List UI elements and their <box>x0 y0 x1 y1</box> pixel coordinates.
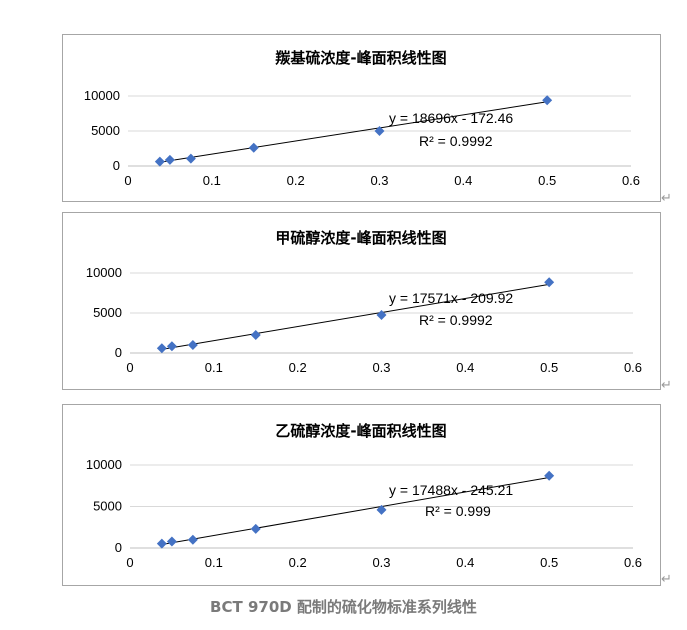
data-point <box>374 126 385 136</box>
x-tick-label: 0.4 <box>456 360 474 375</box>
r-squared-label: R² = 0.9992 <box>419 133 493 149</box>
chart-title: 乙硫醇浓度-峰面积线性图 <box>275 422 446 440</box>
data-point <box>156 538 167 549</box>
y-tick-label: 10000 <box>86 265 122 280</box>
data-point <box>166 536 177 547</box>
data-point <box>185 153 196 164</box>
x-tick-label: 0.2 <box>287 173 305 188</box>
y-tick-label: 5000 <box>91 123 120 138</box>
data-point <box>250 330 261 340</box>
x-tick-label: 0.2 <box>289 360 307 375</box>
paragraph-mark: ↵ <box>661 191 672 206</box>
y-tick-label: 5000 <box>93 499 122 514</box>
data-point <box>376 504 387 515</box>
y-tick-label: 0 <box>115 540 122 555</box>
x-tick-label: 0 <box>124 173 131 188</box>
data-point <box>156 343 167 354</box>
data-point <box>166 341 177 352</box>
x-tick-label: 0 <box>126 360 133 375</box>
plot-area: 0 5000 10000 0 0.1 0.2 0.3 0.4 0.5 0.6 y = 17571x … <box>86 265 642 375</box>
trendline-equation: y = 18696x - 172.46 <box>389 110 513 126</box>
x-tick-label: 0.3 <box>370 173 388 188</box>
chart-panel-2: 甲硫醇浓度-峰面积线性图 0 5000 10000 0 0.1 0.2 0.3 0.4 0.5 0… <box>62 212 661 390</box>
trendline <box>159 101 548 163</box>
r-squared-label: R² = 0.999 <box>425 503 491 519</box>
y-tick-label: 10000 <box>86 457 122 472</box>
x-tick-label: 0 <box>126 555 133 570</box>
x-tick-label: 0.5 <box>538 173 556 188</box>
x-tick-label: 0.6 <box>624 555 642 570</box>
data-point <box>187 340 198 350</box>
data-point <box>544 470 555 481</box>
data-point <box>164 154 175 165</box>
y-tick-label: 0 <box>115 345 122 360</box>
r-squared-label: R² = 0.9992 <box>419 312 493 328</box>
x-tick-label: 0.4 <box>454 173 472 188</box>
data-point <box>544 277 555 288</box>
x-tick-label: 0.1 <box>203 173 221 188</box>
plot-area: 0 5000 10000 0 0.1 0.2 0.3 0.4 0.5 0.6 y = 17488x … <box>86 457 642 570</box>
data-point <box>250 523 261 534</box>
x-tick-label: 0.5 <box>540 555 558 570</box>
trendline-equation: y = 17488x - 245.21 <box>389 482 513 498</box>
x-tick-label: 0.4 <box>456 555 474 570</box>
x-tick-label: 0.2 <box>289 555 307 570</box>
x-tick-label: 0.3 <box>372 360 390 375</box>
data-point <box>542 95 553 106</box>
chart-panel-3: 乙硫醇浓度-峰面积线性图 0 5000 10000 0 0.1 0.2 0.3 0.4 0.5 0… <box>62 404 661 586</box>
y-tick-label: 0 <box>113 158 120 173</box>
figure-caption: BCT 970D 配制的硫化物标准系列线性 <box>210 598 477 616</box>
x-tick-label: 0.6 <box>624 360 642 375</box>
trendline-equation: y = 17571x - 209.92 <box>389 290 513 306</box>
x-tick-label: 0.1 <box>205 360 223 375</box>
x-tick-label: 0.1 <box>205 555 223 570</box>
y-tick-label: 5000 <box>93 305 122 320</box>
chart-panel-1: 羰基硫浓度-峰面积线性图 0 5000 10000 0 0.1 0.2 0.3 0.4 0.5 0… <box>62 34 661 202</box>
x-tick-label: 0.5 <box>540 360 558 375</box>
chart-title: 羰基硫浓度-峰面积线性图 <box>274 49 446 67</box>
trendline <box>161 283 550 350</box>
x-tick-label: 0.3 <box>372 555 390 570</box>
data-point <box>187 534 198 545</box>
plot-area: 0 5000 10000 0 0.1 0.2 0.3 0.4 0.5 0.6 y = 18696x … <box>84 88 640 188</box>
chart-title: 甲硫醇浓度-峰面积线性图 <box>275 229 446 247</box>
paragraph-mark: ↵ <box>661 378 672 393</box>
y-tick-label: 10000 <box>84 88 120 103</box>
data-point <box>154 156 165 167</box>
data-point <box>376 310 387 320</box>
data-point <box>248 142 259 153</box>
x-tick-label: 0.6 <box>622 173 640 188</box>
paragraph-mark: ↵ <box>661 572 672 587</box>
trendline <box>161 476 550 546</box>
